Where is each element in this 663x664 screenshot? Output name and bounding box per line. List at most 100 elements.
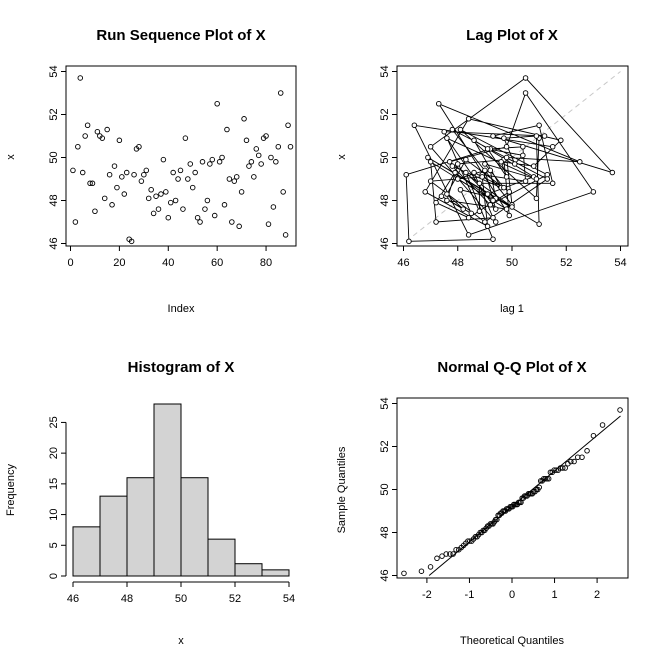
lag-plot-point	[558, 137, 564, 144]
qq-plot-point	[418, 568, 425, 574]
lag-plot-point	[544, 176, 551, 182]
qq-plot-x-axis: -2 -1 0 1 2	[422, 577, 600, 601]
run-sequence-y-label: x	[5, 154, 17, 160]
run-sequence-point	[199, 159, 206, 165]
lag-plot-y-label: x	[336, 154, 348, 160]
run-sequence-point	[128, 238, 135, 245]
run-sequence-point	[172, 197, 179, 204]
lag-plot-point	[511, 161, 518, 167]
lag-plot-point	[541, 133, 548, 139]
run-sequence-point	[131, 171, 137, 178]
lag-plot-point	[452, 169, 458, 176]
run-sequence-point	[253, 146, 260, 152]
lag-plot-title: Lag Plot of X	[466, 27, 558, 44]
lag-plot-point	[533, 176, 540, 182]
qq-plot-point	[439, 553, 445, 559]
run-sequence-y-tick-label: 50	[48, 151, 60, 163]
qq-plot-point	[453, 546, 459, 553]
qq-plot-x-tick-label: 0	[509, 589, 515, 601]
run-sequence-plot-frame	[65, 65, 297, 247]
lag-plot-point	[492, 206, 499, 212]
qq-plot-point	[584, 448, 590, 454]
lag-plot-reference-diagonal	[405, 71, 621, 242]
histogram-title: Histogram of X	[128, 359, 235, 376]
qq-plot-point	[542, 476, 549, 482]
lag-plot-point	[490, 236, 496, 242]
lag-plot-point	[476, 180, 483, 187]
run-sequence-y-tick-label: 52	[48, 108, 60, 120]
histogram-y-tick-label: 25	[48, 416, 60, 428]
lag-plot-point	[490, 214, 496, 221]
lag-plot-point	[522, 90, 529, 96]
lag-plot-point	[441, 128, 447, 135]
histogram-bar	[126, 477, 155, 577]
run-sequence-point	[92, 208, 98, 214]
qq-plot-x-tick-label: -1	[465, 589, 475, 601]
run-sequence-point	[204, 197, 211, 204]
run-sequence-point	[77, 75, 84, 81]
qq-plot-point	[447, 551, 453, 557]
run-sequence-x-tick-label: 80	[260, 257, 272, 269]
qq-plot-x-label: Theoretical Quantiles	[460, 635, 564, 647]
run-sequence-point	[224, 126, 230, 133]
qq-plot-points	[401, 407, 623, 577]
lag-plot-point	[463, 169, 469, 176]
lag-plot-point	[403, 171, 409, 178]
run-sequence-y-axis: 46 48 50 52 54	[48, 65, 67, 250]
qq-plot-point	[434, 555, 440, 562]
run-sequence-point	[241, 116, 247, 122]
lag-plot-point	[465, 116, 472, 122]
lag-plot-point	[449, 126, 456, 133]
run-sequence-point	[150, 210, 157, 217]
lag-plot-y-tick-label: 48	[379, 194, 391, 206]
run-sequence-point	[229, 219, 235, 225]
run-sequence-point	[167, 199, 174, 206]
run-sequence-point	[211, 212, 218, 219]
run-sequence-point	[89, 180, 96, 187]
histogram-x-label: x	[178, 635, 184, 647]
qq-plot-point	[562, 465, 568, 471]
lag-plot-point	[457, 186, 464, 193]
run-sequence-point	[121, 191, 128, 197]
run-sequence-point	[148, 186, 154, 193]
run-sequence-point	[106, 171, 113, 178]
histogram-y-tick-label: 0	[48, 573, 60, 579]
lag-plot-point	[468, 210, 475, 217]
run-sequence-point	[277, 90, 284, 96]
lag-plot-point	[444, 191, 450, 197]
qq-plot-point	[551, 467, 557, 473]
lag-plot-points	[403, 75, 616, 245]
lag-plot-x-label: lag 1	[500, 303, 524, 315]
lag-plot-point	[536, 122, 542, 128]
lag-plot-point	[449, 163, 456, 169]
lag-plot-point	[484, 146, 491, 152]
lag-plot-point	[506, 189, 513, 195]
run-sequence-point	[70, 167, 76, 174]
run-sequence-point	[226, 176, 233, 182]
run-sequence-point	[114, 184, 120, 191]
lag-plot-point	[482, 161, 488, 167]
run-sequence-x-tick-label: 60	[211, 257, 223, 269]
histogram-bar	[72, 526, 101, 577]
lag-plot-point	[530, 163, 537, 169]
qq-plot-y-tick-label: 52	[379, 440, 391, 452]
lag-plot-point	[446, 159, 453, 165]
qq-plot-point	[599, 422, 606, 428]
histogram-bar	[153, 403, 182, 577]
lag-plot-point	[427, 178, 434, 184]
run-sequence-point	[72, 219, 79, 225]
lag-plot-point	[487, 202, 494, 208]
histogram-bar	[180, 477, 209, 577]
run-sequence-panel: Run Sequence Plot of X 46 48 50 52 54 0 20 40 6…	[5, 27, 297, 315]
run-sequence-point	[251, 174, 257, 180]
histogram-y-tick-label: 10	[48, 508, 60, 520]
qq-plot-y-label: Sample Quantiles	[336, 446, 348, 533]
run-sequence-point	[158, 191, 164, 197]
qq-plot-point	[450, 551, 456, 557]
qq-plot-title: Normal Q-Q Plot of X	[437, 359, 586, 376]
run-sequence-point	[175, 176, 181, 182]
lag-plot-point	[476, 208, 483, 214]
lag-plot-point	[455, 176, 461, 182]
